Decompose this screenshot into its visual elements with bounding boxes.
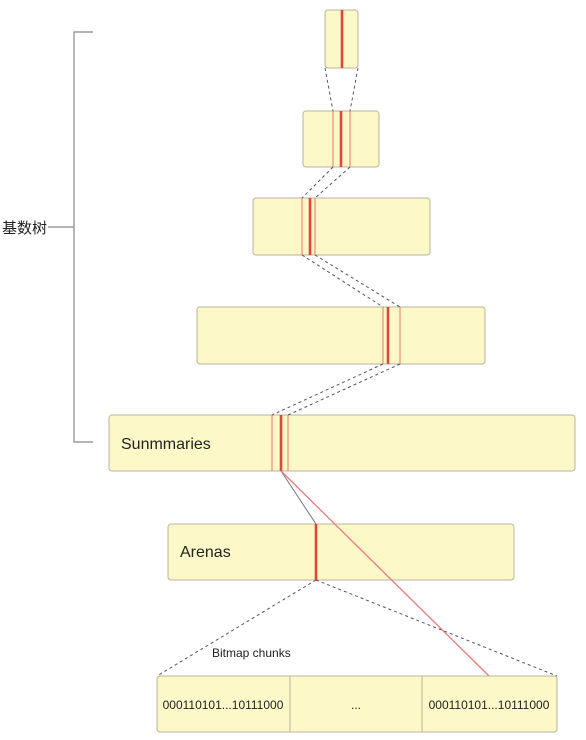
bitmap-chunk-last: 000110101...10111000 xyxy=(429,698,550,712)
arenas-level xyxy=(167,523,515,581)
tree-level-3 xyxy=(252,197,431,256)
bitmap-chunk-first: 000110101...10111000 xyxy=(163,698,284,712)
tree-level-4 xyxy=(196,306,486,365)
bitmap-chunks-row xyxy=(156,675,558,733)
summaries-label: Sunmmaries xyxy=(121,436,211,453)
arenas-label: Arenas xyxy=(180,544,231,561)
bitmap-chunk-ellipsis: ... xyxy=(351,698,361,712)
summaries-level xyxy=(108,414,576,472)
radix-tree-label: 基数树 xyxy=(2,219,47,237)
bitmap-chunks-label: Bitmap chunks xyxy=(212,646,291,660)
level-connectors xyxy=(271,67,401,416)
arenas-to-bitmap-connectors xyxy=(156,579,558,677)
tree-level-1 xyxy=(324,9,359,69)
radix-tree-bracket xyxy=(48,31,93,443)
summaries-links xyxy=(280,470,490,677)
tree-level-2 xyxy=(302,110,380,168)
